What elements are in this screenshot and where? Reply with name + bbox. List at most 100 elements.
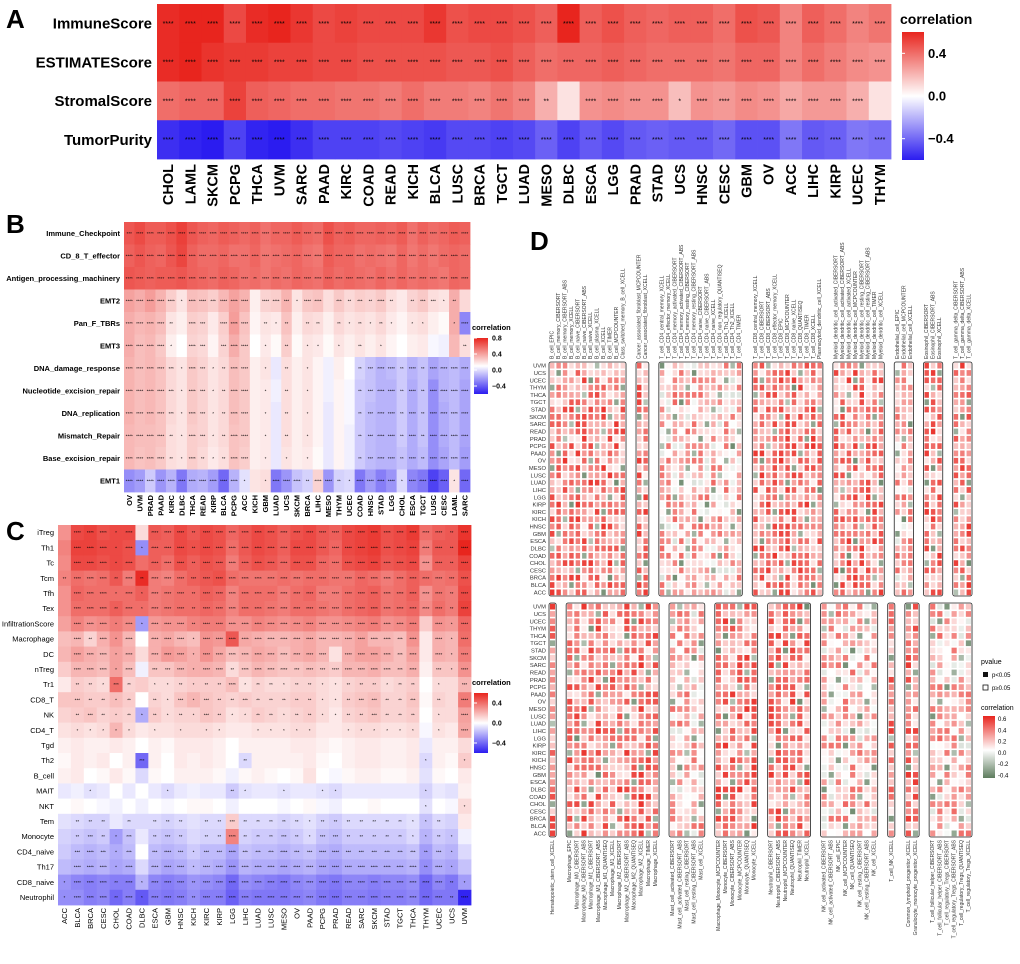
panel-b-sig-label: * <box>307 388 309 393</box>
panel-b-sig-label: **** <box>199 276 206 281</box>
panel-c-sig-label: **** <box>280 865 287 870</box>
panel-a-sig-label: **** <box>652 60 663 67</box>
panel-d-top-cell <box>698 421 703 428</box>
panel-d-top-cell <box>908 377 913 384</box>
panel-d-bottom-cell <box>595 669 601 676</box>
panel-d-top-cell <box>753 538 758 545</box>
panel-c-cell <box>432 844 446 860</box>
panel-d-top-cell <box>960 413 965 420</box>
panel-d-top-col-label: Myeloid_dendritic_cell_activated_CIBERSO… <box>834 255 840 359</box>
panel-d-top-cell <box>556 530 561 537</box>
panel-c-cell <box>251 783 265 799</box>
panel-d-top-cell <box>817 509 822 515</box>
panel-a-sig-label: **** <box>185 98 196 105</box>
panel-d-bottom-cell <box>624 801 630 807</box>
panel-b-sig-label: **** <box>157 253 164 258</box>
panel-d-top-cell <box>730 523 735 530</box>
panel-b-cell <box>344 469 356 493</box>
panel-c-sig-label: **** <box>319 561 326 566</box>
panel-b-cell <box>239 222 251 245</box>
panel-c-sig-label: * <box>322 682 324 687</box>
panel-c-sig-label: *** <box>449 576 455 581</box>
panel-d-top-cell <box>840 516 845 523</box>
panel-d-top-cell <box>759 472 765 479</box>
panel-b-cell <box>281 402 293 425</box>
panel-d-top-cell <box>872 582 877 588</box>
panel-d-top-cell <box>704 538 710 545</box>
panel-d-top-cell <box>704 494 710 501</box>
panel-b-cell <box>197 379 209 403</box>
panel-d-top-cell <box>607 538 613 545</box>
panel-d-top-cell <box>556 501 561 508</box>
panel-d-bottom-cell <box>691 764 697 771</box>
panel-d-top-cell <box>865 406 871 413</box>
panel-d-top-cell <box>966 472 971 479</box>
panel-c-cell <box>238 889 252 906</box>
panel-c-cell <box>380 661 394 678</box>
panel-c-sig-label: * <box>141 606 143 611</box>
panel-d-top-cell <box>798 428 803 435</box>
panel-d-top-col-label: B_cell_memory_CIBERSORT <box>556 293 562 359</box>
panel-d-top-cell <box>588 501 593 508</box>
panel-a-sig-label: **** <box>474 60 485 67</box>
panel-d-top-cell <box>840 435 845 442</box>
panel-d-bottom-cell <box>581 815 587 822</box>
panel-b-sig-label: **** <box>168 478 175 483</box>
panel-b-cell <box>417 469 429 493</box>
panel-d-top-cell <box>778 582 784 588</box>
panel-c-sig-label: **** <box>177 865 184 870</box>
panel-c-cell <box>83 722 98 739</box>
panel-c-cell <box>70 768 85 784</box>
panel-d-top-cell <box>594 457 600 464</box>
panel-c-sig-label: **** <box>229 591 236 596</box>
panel-a-sig-label: **** <box>341 21 352 28</box>
panel-d-top-cell <box>637 560 642 566</box>
panel-b-sig-label: **** <box>440 231 447 236</box>
panel-c-sig-label: **** <box>74 652 81 657</box>
panel-c-cell <box>419 616 433 632</box>
panel-d-top-cell <box>791 589 797 596</box>
panel-d-top-cell <box>859 530 864 537</box>
panel-d-top-cell <box>846 494 852 501</box>
panel-c-cell <box>212 616 227 632</box>
panel-b-cell <box>407 424 418 448</box>
panel-d-top-cell <box>672 567 678 574</box>
panel-d-top-cell <box>704 413 710 420</box>
panel-c-cell <box>135 585 149 602</box>
panel-d-top-cell <box>666 545 671 552</box>
panel-d-top-cell <box>550 509 555 515</box>
panel-c-col-label: LUAD <box>254 907 263 928</box>
panel-d-top-cell <box>753 472 758 479</box>
panel-b-sig-label: **** <box>189 411 196 416</box>
panel-d-bottom-cell <box>550 728 556 734</box>
panel-d-top-cell <box>672 384 678 391</box>
panel-c-cell <box>264 646 278 663</box>
panel-b-cell <box>386 222 397 245</box>
panel-d-top-cell <box>556 384 561 391</box>
panel-c-cell <box>303 646 317 663</box>
panel-d-top-cell <box>588 574 593 581</box>
panel-c-cell <box>277 570 291 587</box>
panel-b-sig-label: **** <box>189 456 196 461</box>
panel-d-top-cell <box>562 413 568 420</box>
panel-c-cell <box>264 692 278 708</box>
panel-d-bottom-cell <box>645 603 651 610</box>
panel-d-top-row-label: OV <box>538 459 547 465</box>
panel-c-cell <box>148 753 162 769</box>
panel-d-top-cell <box>601 567 606 574</box>
panel-d-top-cell <box>924 421 929 428</box>
panel-d-top-cell <box>859 413 864 420</box>
panel-c-sig-label: * <box>296 728 298 733</box>
panel-d-top-cell <box>753 370 758 376</box>
panel-d-top-cell <box>569 494 574 501</box>
panel-c-sig-label: ** <box>192 606 196 611</box>
panel-d-top-cell <box>872 428 877 435</box>
panel-b-cell <box>333 357 345 380</box>
panel-b-cell <box>228 469 240 493</box>
panel-b-sig-label: **** <box>126 388 133 393</box>
panel-c-col-label: THYM <box>421 908 430 929</box>
panel-b-sig-label: * <box>212 366 214 371</box>
panel-c-sig-label: **** <box>229 621 236 626</box>
panel-b-sig-label: **** <box>430 276 437 281</box>
panel-d-bottom-cell <box>610 633 616 639</box>
